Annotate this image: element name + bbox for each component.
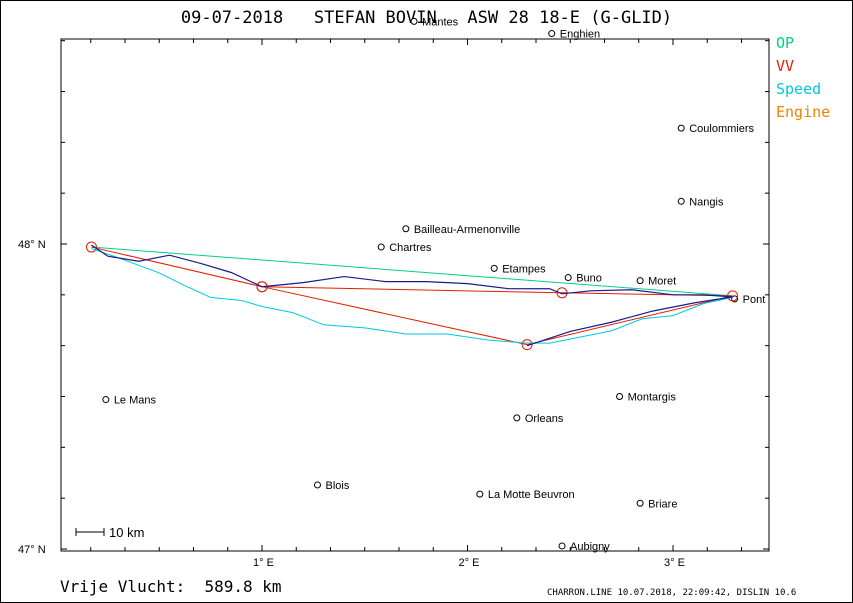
plot-info: CHARRON.LINE 10.07.2018, 22:09:42, DISLI… [547, 588, 797, 598]
turnpoint-marker [727, 290, 739, 302]
flight-track [91, 244, 733, 347]
legend-speed: Speed [776, 80, 822, 98]
place-label-bailleau-armenonville: Bailleau-Armenonville [414, 224, 520, 236]
place-marker [558, 542, 566, 550]
scale-bar-label: 10 km [109, 525, 144, 540]
place-marker [410, 17, 418, 25]
place-marker [677, 124, 685, 132]
place-marker [677, 197, 685, 205]
place-marker [548, 30, 556, 38]
place-label-montargis: Montargis [628, 392, 677, 404]
legend-op: OP [776, 34, 795, 52]
place-marker [513, 414, 521, 422]
legend-engine: Engine [776, 103, 831, 121]
place-marker [616, 393, 624, 400]
place-marker [636, 277, 644, 285]
free-flight-distance: Vrije Vlucht: 589.8 km [60, 577, 282, 596]
place-label-chartres: Chartres [389, 242, 432, 254]
y-axis-label: 47° N [18, 544, 46, 556]
place-label-le-mans: Le Mans [114, 395, 157, 407]
y-axis-label: 48° N [18, 239, 46, 251]
place-label-orleans: Orleans [525, 413, 564, 425]
place-label-buno: Buno [576, 273, 602, 285]
legend-vv: VV [776, 57, 795, 75]
x-axis-label: 2° E [459, 557, 480, 569]
place-label-enghien: Enghien [560, 29, 600, 41]
place-label-nangis: Nangis [689, 196, 724, 208]
place-marker [490, 264, 498, 272]
flight-title: 09-07-2018 STEFAN BOVIN ASW 28 18-E (G-G… [180, 8, 673, 28]
turnpoint-marker [521, 339, 533, 351]
place-marker [564, 274, 572, 282]
place-label-blois: Blois [325, 480, 349, 492]
place-marker [102, 396, 110, 404]
place-label-briare: Briare [648, 498, 677, 510]
place-label-etampes: Etampes [502, 263, 546, 275]
place-label-pont: Pont [743, 294, 766, 306]
place-label-aubigny: Aubigny [570, 541, 610, 553]
task-route [91, 246, 733, 346]
place-label-coulommiers: Coulommiers [689, 123, 754, 135]
place-label-mantes: Mantes [422, 16, 459, 28]
place-marker [636, 499, 644, 507]
place-marker [402, 225, 410, 233]
place-label-moret: Moret [648, 276, 676, 288]
op-line [91, 246, 733, 297]
x-axis-label: 1° E [253, 557, 274, 569]
place-label-la-motte-beuvron: La Motte Beuvron [488, 489, 575, 501]
place-marker [476, 490, 484, 498]
place-marker [313, 481, 321, 489]
turnpoint-marker [85, 241, 97, 253]
speed-trace [91, 248, 733, 344]
x-axis-label: 3° E [664, 557, 685, 569]
place-marker [377, 243, 385, 251]
